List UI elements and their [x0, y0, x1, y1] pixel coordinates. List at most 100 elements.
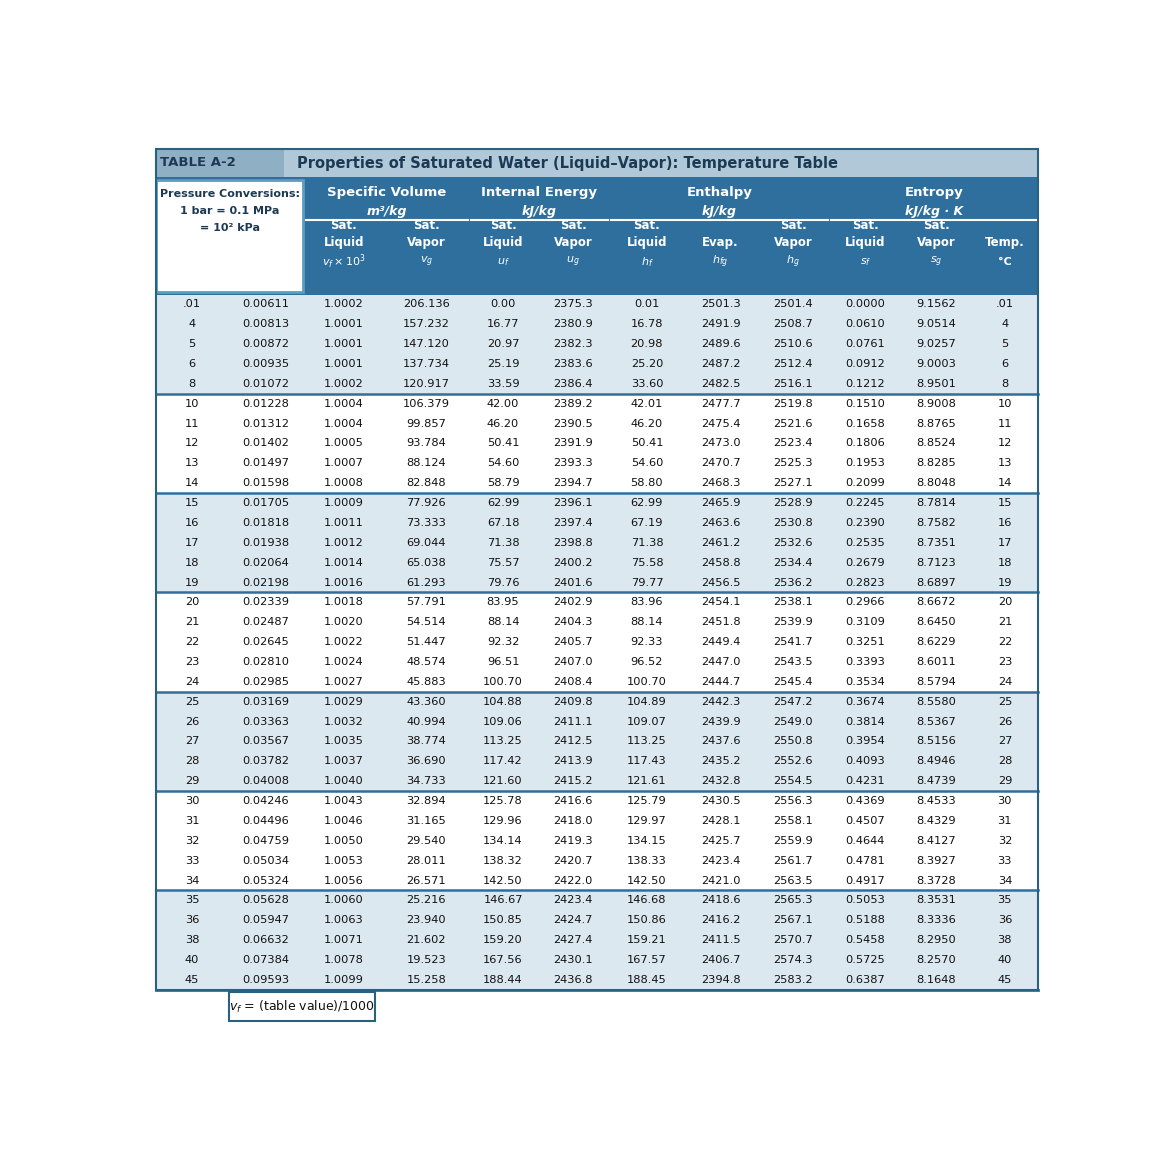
- Text: 1.0099: 1.0099: [324, 975, 363, 984]
- Text: 2393.3: 2393.3: [553, 459, 593, 468]
- Text: 8.2950: 8.2950: [917, 936, 956, 945]
- Text: 71.38: 71.38: [630, 537, 663, 548]
- Text: 46.20: 46.20: [630, 419, 663, 428]
- Text: 62.99: 62.99: [630, 498, 663, 508]
- Text: 11: 11: [997, 419, 1012, 428]
- Bar: [156, 910, 1038, 930]
- Text: 8.2570: 8.2570: [917, 955, 956, 965]
- Text: Vapor: Vapor: [553, 236, 593, 249]
- Text: 2390.5: 2390.5: [553, 419, 593, 428]
- Text: 13: 13: [997, 459, 1012, 468]
- Text: 15.258: 15.258: [407, 975, 446, 984]
- Text: 125.78: 125.78: [483, 796, 523, 806]
- Text: 8.6672: 8.6672: [917, 598, 956, 608]
- Text: 79.77: 79.77: [630, 578, 663, 587]
- Text: 2454.1: 2454.1: [701, 598, 741, 608]
- Text: 1.0050: 1.0050: [324, 836, 363, 845]
- Text: 27: 27: [185, 736, 199, 747]
- Text: 67.18: 67.18: [487, 518, 520, 528]
- Text: 1.0029: 1.0029: [324, 697, 363, 706]
- Text: 0.1953: 0.1953: [846, 459, 885, 468]
- Text: 0.01228: 0.01228: [242, 398, 289, 409]
- Text: 8.3336: 8.3336: [917, 915, 956, 925]
- Text: 2435.2: 2435.2: [701, 756, 741, 767]
- Text: 159.20: 159.20: [483, 936, 523, 945]
- Bar: [156, 513, 1038, 533]
- Text: 32.894: 32.894: [407, 796, 446, 806]
- Text: $u_f$: $u_f$: [496, 256, 509, 267]
- Text: 2550.8: 2550.8: [774, 736, 813, 747]
- Text: 14: 14: [997, 478, 1012, 489]
- Text: 92.33: 92.33: [630, 637, 663, 647]
- Text: 159.21: 159.21: [627, 936, 666, 945]
- Text: 2427.4: 2427.4: [553, 936, 593, 945]
- Text: 146.67: 146.67: [483, 895, 523, 906]
- Text: 0.2535: 0.2535: [846, 537, 885, 548]
- Text: 2552.6: 2552.6: [774, 756, 813, 767]
- Text: 113.25: 113.25: [627, 736, 666, 747]
- Text: 0.00: 0.00: [490, 300, 516, 309]
- Text: Press.: Press.: [246, 236, 287, 249]
- Text: 9.0003: 9.0003: [917, 359, 956, 369]
- Text: 9.0257: 9.0257: [917, 339, 956, 350]
- Text: 1.0014: 1.0014: [324, 558, 363, 567]
- Text: 2437.6: 2437.6: [701, 736, 741, 747]
- Text: Sat.: Sat.: [560, 220, 587, 233]
- Text: 8.6229: 8.6229: [917, 637, 956, 647]
- Text: 16: 16: [185, 518, 199, 528]
- Text: 26.571: 26.571: [407, 875, 446, 886]
- Text: 61.293: 61.293: [407, 578, 446, 587]
- Text: 2420.7: 2420.7: [553, 856, 593, 866]
- Text: 0.02064: 0.02064: [242, 558, 289, 567]
- Text: Temp.: Temp.: [172, 236, 212, 249]
- Text: 0.5053: 0.5053: [846, 895, 885, 906]
- Text: 16.77: 16.77: [487, 320, 520, 329]
- Text: 69.044: 69.044: [407, 537, 446, 548]
- Text: 33.60: 33.60: [630, 379, 663, 389]
- Text: Pressure Conversions:: Pressure Conversions:: [160, 190, 299, 199]
- Text: 10: 10: [184, 398, 199, 409]
- Text: 125.79: 125.79: [627, 796, 666, 806]
- Text: 45: 45: [997, 975, 1012, 984]
- Bar: [156, 691, 1038, 712]
- Text: 1.0040: 1.0040: [324, 776, 363, 786]
- Text: 0.1806: 0.1806: [846, 439, 885, 448]
- Text: 88.14: 88.14: [630, 617, 663, 628]
- Text: 20.97: 20.97: [487, 339, 520, 350]
- Text: 0.4644: 0.4644: [846, 836, 885, 845]
- Bar: [156, 891, 1038, 910]
- Text: = 10² kPa: = 10² kPa: [199, 223, 260, 233]
- Text: 0.1212: 0.1212: [846, 379, 885, 389]
- Bar: [156, 572, 1038, 593]
- Bar: [156, 752, 1038, 771]
- Text: 22: 22: [185, 637, 199, 647]
- Text: 0.02645: 0.02645: [242, 637, 289, 647]
- Text: Temp.: Temp.: [984, 236, 1025, 249]
- Text: 8.8048: 8.8048: [917, 478, 956, 489]
- Text: 2461.2: 2461.2: [701, 537, 740, 548]
- Text: 2561.7: 2561.7: [774, 856, 813, 866]
- Text: 2563.5: 2563.5: [774, 875, 813, 886]
- Text: 8.6011: 8.6011: [917, 657, 956, 667]
- Text: 2413.9: 2413.9: [553, 756, 593, 767]
- Text: 62.99: 62.99: [487, 498, 520, 508]
- Text: 83.96: 83.96: [630, 598, 663, 608]
- Text: 30: 30: [997, 796, 1012, 806]
- Text: 146.68: 146.68: [627, 895, 666, 906]
- Text: 2394.8: 2394.8: [701, 975, 741, 984]
- Text: 2491.9: 2491.9: [701, 320, 741, 329]
- Text: 8.3927: 8.3927: [917, 856, 956, 866]
- Text: 25.20: 25.20: [630, 359, 663, 369]
- Bar: [156, 632, 1038, 652]
- Text: 0.5188: 0.5188: [846, 915, 885, 925]
- Text: 0.05947: 0.05947: [242, 915, 290, 925]
- Text: 18: 18: [184, 558, 199, 567]
- Text: 1.0004: 1.0004: [324, 419, 363, 428]
- Text: kJ/kg: kJ/kg: [701, 205, 736, 218]
- Text: 79.76: 79.76: [487, 578, 520, 587]
- Text: 0.02487: 0.02487: [242, 617, 289, 628]
- Bar: [156, 950, 1038, 970]
- Text: 0.2966: 0.2966: [846, 598, 885, 608]
- Text: 28: 28: [997, 756, 1012, 767]
- Text: 92.32: 92.32: [487, 637, 520, 647]
